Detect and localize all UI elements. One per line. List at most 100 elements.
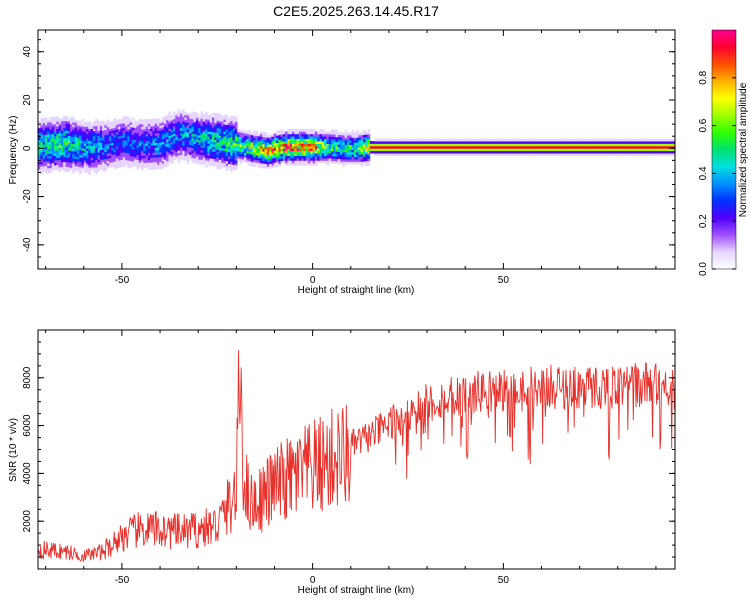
heatmap-cell xyxy=(92,121,96,124)
heatmap-cell xyxy=(74,148,78,152)
heatmap-cell xyxy=(237,131,240,135)
heatmap-cell xyxy=(388,145,391,149)
heatmap-cell xyxy=(202,128,206,132)
heatmap-cell xyxy=(143,162,146,166)
heatmap-cell xyxy=(54,116,57,120)
heatmap-cell xyxy=(360,134,364,138)
heatmap-cell xyxy=(276,132,279,136)
heatmap-cell xyxy=(88,167,92,171)
heatmap-cell xyxy=(623,150,627,154)
heatmap-cell xyxy=(257,160,261,163)
heatmap-cell xyxy=(287,136,291,140)
heatmap-cell xyxy=(177,138,181,142)
heatmap-cell xyxy=(324,141,327,144)
heatmap-cell xyxy=(138,157,142,161)
heatmap-cell xyxy=(532,138,536,142)
heatmap-cell xyxy=(207,136,211,139)
heatmap-cell xyxy=(308,138,311,142)
heatmap-cell xyxy=(344,135,348,138)
heatmap-cell xyxy=(333,143,336,147)
heatmap-cell xyxy=(115,146,119,150)
heatmap-cell xyxy=(250,134,254,138)
heatmap-cell xyxy=(358,132,362,136)
heatmap-cell xyxy=(232,128,236,132)
heatmap-cell xyxy=(289,157,293,161)
heatmap-cell xyxy=(337,151,341,155)
heatmap-cell xyxy=(81,140,85,144)
heatmap-cell xyxy=(237,146,240,149)
heatmap-cell xyxy=(138,147,142,151)
heatmap-cell xyxy=(383,153,387,156)
heatmap-cell xyxy=(454,141,458,144)
heatmap-cell xyxy=(617,141,620,144)
heatmap-cell xyxy=(186,146,190,150)
heatmap-cell xyxy=(154,137,158,141)
heatmap-cell xyxy=(621,145,625,149)
heatmap-cell xyxy=(669,153,673,156)
heatmap-cell xyxy=(136,142,140,146)
heatmap-cell xyxy=(413,141,417,144)
heatmap-cell xyxy=(479,150,483,154)
heatmap-cell xyxy=(152,118,156,122)
heatmap-cell xyxy=(271,165,275,169)
heatmap-cell xyxy=(227,132,231,136)
heatmap-cell xyxy=(211,124,215,128)
heatmap-cell xyxy=(596,153,600,156)
heatmap-cell xyxy=(260,165,263,169)
heatmap-cell xyxy=(223,145,227,149)
heatmap-cell xyxy=(88,140,92,144)
heatmap-cell xyxy=(161,124,165,128)
heatmap-cell xyxy=(143,152,146,156)
heatmap-cell xyxy=(404,145,407,149)
heatmap-cell xyxy=(79,123,82,127)
heatmap-cell xyxy=(191,135,195,139)
heatmap-cell xyxy=(186,112,190,116)
heatmap-cell xyxy=(67,138,71,141)
heatmap-cell xyxy=(177,143,181,146)
heatmap-cell xyxy=(124,121,128,124)
heatmap-cell xyxy=(424,141,428,144)
heatmap-cell xyxy=(530,150,533,154)
heatmap-cell xyxy=(282,153,286,156)
heatmap-cell xyxy=(227,156,231,160)
heatmap-cell xyxy=(298,145,302,149)
heatmap-cell xyxy=(237,153,240,157)
heatmap-cell xyxy=(54,138,57,142)
heatmap-cell xyxy=(74,165,78,169)
heatmap-cell xyxy=(278,134,281,138)
heatmap-cell xyxy=(127,123,130,127)
heatmap-cell xyxy=(365,160,368,164)
heatmap-cell xyxy=(596,145,600,149)
heatmap-cell xyxy=(308,155,311,159)
heatmap-cell xyxy=(221,118,224,122)
heatmap-cell xyxy=(594,138,597,142)
heatmap-cell xyxy=(161,141,165,145)
heatmap-cell xyxy=(298,128,302,132)
heatmap-cell xyxy=(76,137,80,141)
heatmap-cell xyxy=(193,148,197,152)
heatmap-cell xyxy=(253,144,256,148)
heatmap-cell xyxy=(47,146,50,150)
heatmap-cell xyxy=(147,128,151,132)
heatmap-cell xyxy=(356,161,359,165)
heatmap-cell xyxy=(260,138,263,142)
heatmap-cell xyxy=(205,157,208,161)
heatmap-cell xyxy=(330,141,334,145)
heatmap-cell xyxy=(346,151,350,155)
heatmap-cell xyxy=(456,153,460,156)
heatmap-cell xyxy=(390,145,394,149)
heatmap-cell xyxy=(264,137,268,140)
heatmap-cell xyxy=(523,143,526,147)
heatmap-cell xyxy=(202,123,206,127)
heatmap-cell xyxy=(189,120,192,124)
heatmap-cell xyxy=(289,136,293,140)
heatmap-cell xyxy=(120,137,124,141)
heatmap-cell xyxy=(479,141,483,144)
heatmap-cell xyxy=(344,142,348,146)
heatmap-cell xyxy=(138,118,142,122)
heatmap-cell xyxy=(170,160,174,164)
heatmap-cell xyxy=(90,145,94,149)
heatmap-cell xyxy=(573,153,577,156)
heatmap-cell xyxy=(147,157,151,161)
heatmap-cell xyxy=(74,134,78,138)
